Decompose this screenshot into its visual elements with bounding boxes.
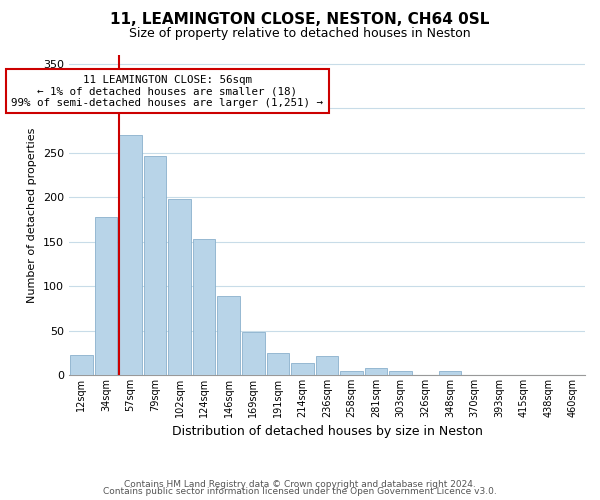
Text: Contains public sector information licensed under the Open Government Licence v3: Contains public sector information licen… (103, 488, 497, 496)
Bar (439, 370, 461, 375)
Bar (365, 368, 388, 375)
Text: 11, LEAMINGTON CLOSE, NESTON, CH64 0SL: 11, LEAMINGTON CLOSE, NESTON, CH64 0SL (110, 12, 490, 28)
Bar (389, 370, 412, 375)
Bar (168, 199, 191, 375)
Text: Size of property relative to detached houses in Neston: Size of property relative to detached ho… (129, 28, 471, 40)
Bar (143, 156, 166, 375)
Bar (217, 296, 240, 375)
Bar (291, 362, 314, 375)
Bar (340, 370, 363, 375)
Bar (266, 353, 289, 375)
Bar (242, 332, 265, 375)
Bar (119, 135, 142, 375)
Text: Contains HM Land Registry data © Crown copyright and database right 2024.: Contains HM Land Registry data © Crown c… (124, 480, 476, 489)
Bar (193, 239, 215, 375)
Bar (70, 354, 92, 375)
X-axis label: Distribution of detached houses by size in Neston: Distribution of detached houses by size … (172, 426, 482, 438)
Text: 11 LEAMINGTON CLOSE: 56sqm
← 1% of detached houses are smaller (18)
99% of semi-: 11 LEAMINGTON CLOSE: 56sqm ← 1% of detac… (11, 74, 323, 108)
Bar (95, 217, 117, 375)
Bar (316, 356, 338, 375)
Y-axis label: Number of detached properties: Number of detached properties (28, 128, 37, 302)
